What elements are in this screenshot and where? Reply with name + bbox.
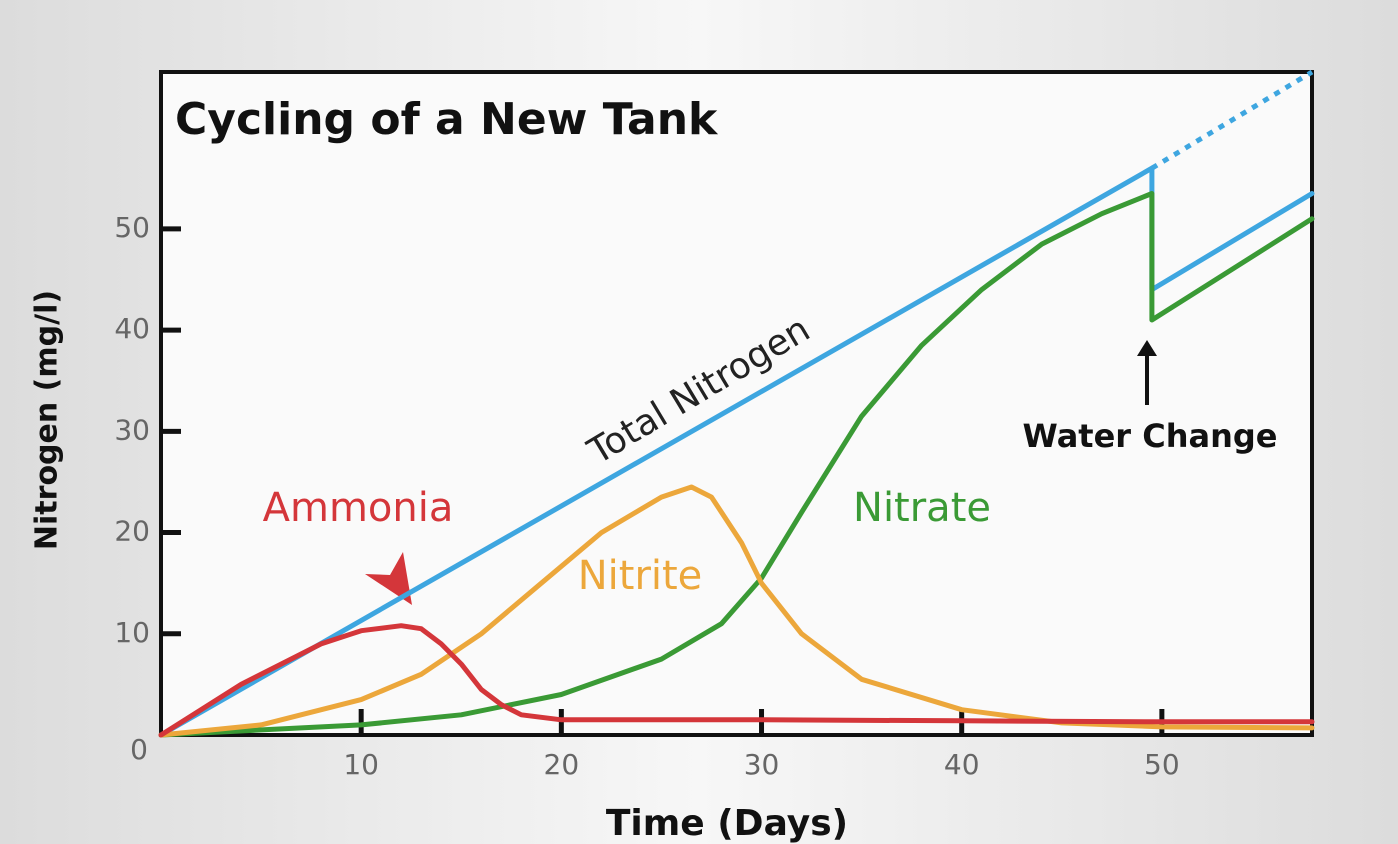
y-tick-label: 0 bbox=[130, 733, 148, 766]
x-axis-label: Time (Days) bbox=[606, 803, 848, 844]
y-tick-label: 30 bbox=[114, 413, 150, 446]
series-line bbox=[158, 484, 1315, 738]
pointer bbox=[365, 552, 412, 605]
y-tick-label: 10 bbox=[114, 616, 150, 649]
series-label: Nitrite bbox=[578, 553, 703, 599]
y-tick-label: 40 bbox=[114, 312, 150, 345]
x-tick-label: 40 bbox=[944, 748, 980, 781]
y-axis-label: Nitrogen (mg/l) bbox=[30, 290, 65, 550]
series-line bbox=[158, 191, 1315, 738]
series-line bbox=[158, 623, 1315, 738]
x-tick-label: 30 bbox=[744, 748, 780, 781]
x-tick-label: 50 bbox=[1144, 748, 1180, 781]
y-tick-label: 20 bbox=[114, 515, 150, 548]
chart-title: Cycling of a New Tank bbox=[175, 94, 719, 145]
series-label: Nitrate bbox=[853, 485, 991, 531]
y-tick-label: 50 bbox=[114, 211, 150, 244]
x-tick-label: 20 bbox=[544, 748, 580, 781]
series-label: Ammonia bbox=[263, 485, 454, 531]
projection-line bbox=[1150, 69, 1314, 171]
annotation-arrowhead bbox=[1137, 340, 1157, 356]
annotation: Water Change bbox=[1023, 417, 1278, 455]
x-tick-label: 10 bbox=[343, 748, 379, 781]
